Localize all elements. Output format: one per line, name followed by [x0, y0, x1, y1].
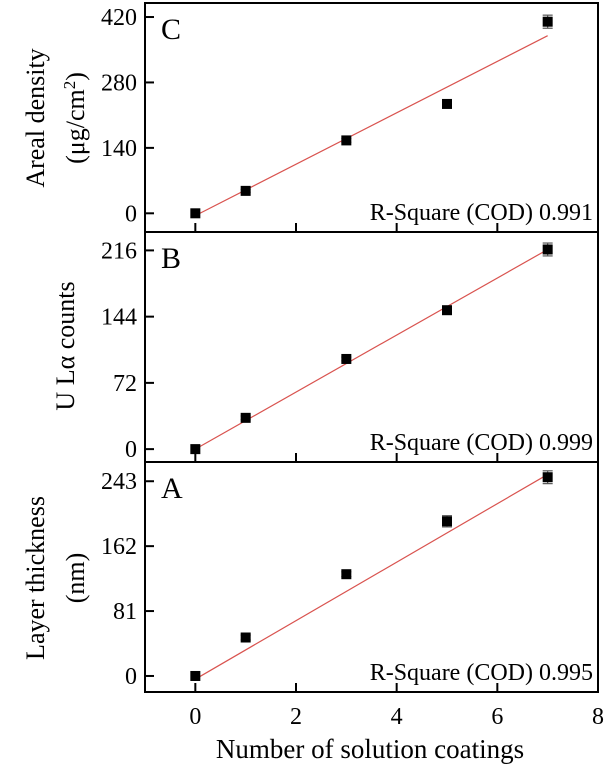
- panel-a-ytick-label: 81: [113, 599, 137, 625]
- panel-b-letter: B: [161, 242, 181, 275]
- x-tick-label: 4: [391, 704, 403, 730]
- panel-a-letter: A: [161, 472, 183, 505]
- panel-c-letter: C: [161, 13, 181, 46]
- x-tick-label: 6: [491, 704, 503, 730]
- panel-a-data-point: [442, 516, 452, 527]
- panel-c-ylabel-unit: (μg/cm2): [60, 72, 91, 164]
- panel-b-data-point: [190, 444, 201, 455]
- panel-c-frame: [144, 2, 599, 233]
- panel-a-data-point: [341, 569, 352, 580]
- panel-c-data-point: [542, 16, 553, 27]
- panel-c-data-point: [240, 185, 251, 196]
- panel-c-ylabel-unit-suffix: ): [61, 72, 90, 81]
- panel-b-r-square: R-Square (COD) 0.999: [370, 430, 593, 456]
- panel-b-ytick-label: 0: [125, 437, 137, 463]
- panel-b: 0 72 144 216 B R-Square (COD) 0.999: [101, 231, 599, 463]
- panel-b-ytick-label: 72: [113, 371, 137, 397]
- panel-b-data-point: [240, 412, 251, 423]
- panel-a-fit-line: [195, 473, 548, 680]
- x-tick-label: 8: [592, 704, 604, 730]
- panel-b-fit-line: [195, 248, 548, 450]
- panel-c: 0 140 280 420 C R-Square (COD) 0.991: [101, 2, 599, 233]
- panel-a-ylabel-main: Layer thickness: [21, 496, 50, 660]
- panel-b-ytick-label: 144: [101, 305, 137, 331]
- panel-c-ylabel-unit-sup: 2: [60, 81, 79, 90]
- panel-c-ytick-label: 0: [125, 201, 137, 227]
- panel-c-ylabel-unit-prefix: (μg/cm: [61, 89, 90, 164]
- panel-a-frame: [144, 461, 599, 693]
- panel-c-data-point: [190, 208, 201, 219]
- panel-c-data-point: [341, 135, 352, 146]
- panel-b-data-point: [542, 244, 553, 255]
- panel-a: 0 81 162 243 0 2 4 6 8 A R-Square (COD) 0.995: [101, 461, 604, 730]
- panel-b-data-point: [442, 305, 452, 316]
- panel-c-data-point: [442, 98, 452, 109]
- panel-a-data-point: [190, 670, 201, 681]
- panel-b-ytick-label: 216: [101, 238, 137, 264]
- panel-a-data-point: [240, 632, 251, 643]
- panel-a-ylabel-unit: (nm): [61, 553, 90, 604]
- panel-a-ytick-label: 243: [101, 469, 137, 495]
- panel-c-ytick-label: 140: [101, 136, 137, 162]
- panel-c-ytick-label: 420: [101, 5, 137, 31]
- x-axis-label: Number of solution coatings: [216, 734, 524, 764]
- panel-a-r-square: R-Square (COD) 0.995: [370, 660, 593, 686]
- x-tick-label: 2: [290, 704, 302, 730]
- panel-b-frame: [144, 231, 599, 463]
- panel-b-ylabel: U Lα counts: [51, 281, 80, 410]
- panel-c-ytick-label: 280: [101, 70, 137, 96]
- panel-c-fit-line: [195, 35, 548, 217]
- panel-c-r-square: R-Square (COD) 0.991: [370, 200, 593, 226]
- panel-a-ytick-label: 162: [101, 534, 137, 560]
- x-tick-label: 0: [189, 704, 201, 730]
- panel-b-data-point: [341, 353, 352, 364]
- panel-c-ylabel-main: Areal density: [21, 48, 50, 187]
- panel-a-ytick-label: 0: [125, 664, 137, 690]
- panel-a-data-point: [542, 472, 553, 483]
